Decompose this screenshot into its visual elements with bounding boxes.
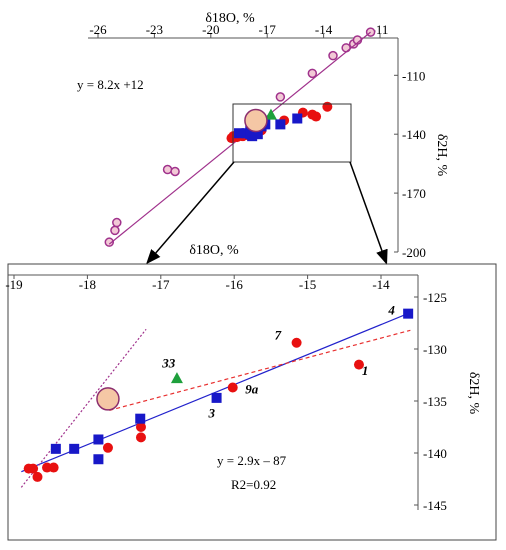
chart1-point-square: [292, 113, 303, 124]
chart1-zoom-box: [232, 103, 352, 163]
chart1-y-tick-label: -170: [402, 186, 426, 201]
chart2-point-large-circle: [96, 387, 120, 411]
chart1-equation: y = 8.2x +12: [77, 77, 144, 92]
chart2-y-tick-label: -145: [423, 498, 447, 513]
chart1-point-open-circle: [341, 43, 351, 53]
chart2-x-tick-label: -16: [226, 277, 244, 292]
chart-overview: δ18O, % δ2H, % y = 8.2x +12 -26 -23 -20 -17…: [77, 11, 449, 265]
chart2-point-label: 3: [208, 406, 216, 421]
chart1-point-open-circle: [170, 166, 180, 177]
chart2-point-square: [93, 454, 104, 465]
chart2-y-tick-label: -130: [423, 342, 447, 357]
chart1-point-filled-circle: [322, 101, 333, 112]
chart1-point-open-circle: [110, 225, 120, 236]
chart2-point-filled-circle: [28, 463, 39, 474]
zoom-arrow-left: [146, 161, 235, 265]
chart-zoom: δ18O, % δ2H, % y = 2.9x – 87 R2=0.92 -19…: [5, 243, 497, 541]
chart1-x-tick-label: -17: [259, 22, 277, 37]
chart2-point-square: [135, 413, 146, 424]
chart2-y-tick-label: -140: [423, 446, 447, 461]
chart1-point-square: [234, 128, 244, 139]
chart2-point-label: 1: [362, 363, 369, 378]
chart1-y-tick-label: -110: [402, 68, 425, 83]
chart2-r-squared: R2=0.92: [231, 477, 276, 492]
chart2-point-label: 9a: [245, 382, 259, 397]
chart1-point-open-circle: [104, 237, 115, 247]
chart2-point-filled-circle: [291, 337, 302, 348]
chart2-point-label: 7: [275, 328, 282, 343]
chart1-point-triangle: [264, 108, 277, 120]
chart2-x-tick-label: -15: [299, 277, 316, 292]
chart1-x-axis-label: δ18O, %: [205, 11, 255, 26]
chart2-point-filled-circle: [135, 432, 146, 443]
chart2-solid-line: [21, 312, 411, 473]
chart1-point-square: [245, 129, 256, 140]
chart1-point-open-circle: [112, 217, 122, 228]
chart1-x-tick-label: -20: [202, 22, 219, 37]
chart2-dashed-line: [109, 329, 411, 411]
chart2-point-square: [93, 434, 104, 445]
chart2-y-tick-label: -135: [423, 394, 447, 409]
chart2-x-axis-label: δ18O, %: [189, 243, 239, 258]
chart1-point-open-circle: [275, 92, 286, 102]
zoom-arrow-right: [349, 161, 388, 265]
chart2-point-square: [50, 443, 61, 454]
chart2-point-label: 4: [387, 303, 395, 318]
chart2-point-label: 33: [161, 356, 176, 371]
chart1-y-axis-label: δ2H, %: [434, 134, 449, 177]
chart2-point-filled-circle: [102, 442, 113, 453]
chart2-point-filled-circle: [32, 471, 43, 482]
chart1-point-open-circle: [162, 164, 173, 175]
chart2-x-tick-label: -17: [152, 277, 170, 292]
chart1-x-tick-label: -23: [146, 22, 163, 37]
chart2-point-square: [211, 392, 222, 403]
chart1-y-tick-label: -140: [402, 127, 426, 142]
chart1-point-filled-circle: [307, 109, 318, 120]
chart2-equation: y = 2.9x – 87: [217, 453, 287, 468]
chart2-frame: [7, 263, 497, 541]
chart1-point-square: [252, 129, 263, 140]
chart2-y-tick-label: -125: [423, 290, 447, 305]
chart1-point-square: [275, 119, 286, 130]
chart2-dotted-line: [20, 328, 147, 488]
chart2-point-triangle: [170, 372, 183, 384]
chart2-point-filled-circle: [48, 462, 59, 473]
chart1-x-tick-label: -11: [372, 22, 389, 37]
chart1-point-large-circle: [244, 108, 268, 133]
chart1-y-tick-label: -200: [402, 245, 426, 260]
chart2-x-tick-label: -18: [79, 277, 96, 292]
chart2-point-square: [69, 443, 80, 454]
chart2-x-tick-label: -14: [372, 277, 390, 292]
chart1-point-open-circle: [307, 68, 318, 79]
chart1-x-tick-label: -14: [315, 22, 333, 37]
chart1-point-open-circle: [328, 50, 338, 61]
chart2-point-filled-circle: [135, 422, 146, 432]
chart1-point-filled-circle: [226, 133, 237, 144]
chart2-point-filled-circle: [227, 382, 238, 393]
chart2-x-tick-label: -19: [5, 277, 22, 292]
chart2-y-axis-label: δ2H, %: [466, 372, 481, 415]
chart2-point-filled-circle: [353, 359, 364, 370]
chart1-x-tick-label: -26: [89, 22, 107, 37]
chart2-point-square: [403, 308, 414, 319]
